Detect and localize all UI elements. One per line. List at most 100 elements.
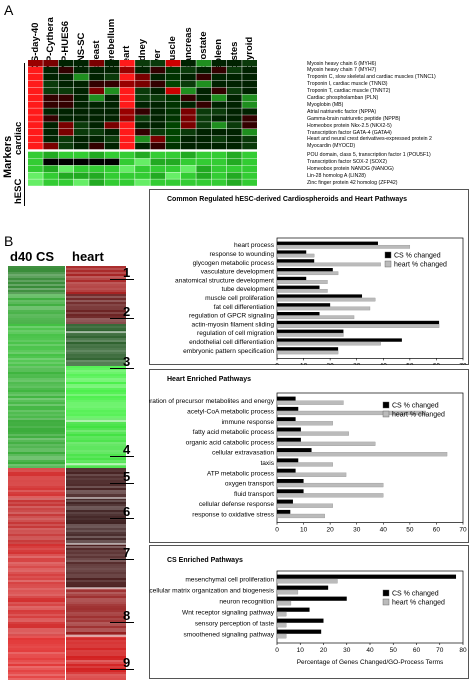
category-label: response to oxidative stress xyxy=(192,512,274,519)
heatmap-cell xyxy=(226,172,242,179)
heatmap-row-heart xyxy=(66,640,126,642)
heatmap-cell xyxy=(104,115,120,122)
heatmap-row-cs xyxy=(8,536,65,538)
marker-label: Gamma-brain natriuretic peptide (NPPB) xyxy=(307,115,401,122)
heatmap-row-cs xyxy=(8,660,65,662)
heatmap-row-cs xyxy=(8,296,65,298)
cluster-underline xyxy=(110,279,134,280)
heatmap-cell xyxy=(226,80,242,88)
x-tick-label: 10 xyxy=(300,362,308,365)
heatmap-cell xyxy=(242,151,257,159)
bar-cs xyxy=(277,437,301,442)
heatmap-row-cs xyxy=(8,488,65,490)
heatmap-cell xyxy=(58,172,74,179)
legend-swatch xyxy=(384,260,392,268)
heatmap-cell xyxy=(135,66,150,74)
heatmap-row-cs xyxy=(8,550,65,552)
heatmap-row-cs xyxy=(8,574,65,576)
heatmap-cell xyxy=(73,80,89,88)
category-label: taxis xyxy=(260,460,274,467)
heatmap-cell xyxy=(58,87,74,95)
heatmap-row-heart xyxy=(66,542,126,544)
category-label: endothelial cell differentiation xyxy=(189,339,274,346)
heatmap-row-heart xyxy=(66,588,126,590)
heatmap-row-cs xyxy=(8,640,65,642)
heatmap-row-cs xyxy=(8,498,65,500)
heatmap-cell xyxy=(28,108,43,115)
heatmap-cell xyxy=(226,142,242,150)
bar-cs xyxy=(277,618,324,623)
heatmap-row-heart xyxy=(66,554,126,556)
heatmap-row-heart xyxy=(66,348,126,350)
heatmap-row-heart xyxy=(66,676,126,678)
heatmap-row-cs xyxy=(8,440,65,442)
heatmap-row-cs xyxy=(8,614,65,616)
heatmap-row-cs xyxy=(8,610,65,612)
heatmap-row-heart xyxy=(66,366,126,368)
heatmap-cell xyxy=(165,172,181,179)
heatmap-cell xyxy=(211,151,227,159)
heatmap-row-cs xyxy=(8,522,65,524)
marker-label: Troponin T, cardiac muscle (TNNT2) xyxy=(307,88,391,95)
heatmap-row-heart xyxy=(66,598,126,600)
heatmap-cell xyxy=(196,73,212,81)
heatmap-cell xyxy=(89,80,104,88)
heatmap-cell xyxy=(226,122,242,129)
heatmap-cell xyxy=(89,129,104,136)
heatmap-row-heart xyxy=(66,324,126,326)
heatmap-row-cs xyxy=(8,622,65,624)
heatmap-row-cs xyxy=(8,396,65,398)
heatmap-row-cs xyxy=(8,406,65,408)
heatmap-cell xyxy=(119,135,135,143)
cluster-label: 4 xyxy=(123,442,131,457)
heatmap-cell xyxy=(89,87,104,95)
heatmap-row-heart xyxy=(66,446,126,448)
bar-heart xyxy=(276,332,344,337)
heatmap-cell xyxy=(58,129,74,136)
heatmap-row-heart xyxy=(66,532,126,534)
heatmap-row-heart xyxy=(66,574,126,576)
heatmap-row-heart xyxy=(66,322,126,324)
bar-heart xyxy=(276,578,338,584)
heatmap-row-heart xyxy=(66,296,126,298)
bar-cs xyxy=(277,427,301,432)
heatmap-cell xyxy=(104,94,120,101)
marker-label: Heart and neural crest derivatives-expre… xyxy=(307,136,432,143)
heatmap-row-cs xyxy=(8,636,65,638)
heatmap-cell xyxy=(89,66,104,74)
heatmap-row-heart xyxy=(66,466,126,468)
heatmap-row-cs xyxy=(8,492,65,494)
heatmap-row-cs xyxy=(8,456,65,458)
heatmap-row-heart xyxy=(66,308,126,310)
heatmap-row-heart xyxy=(66,430,126,432)
heatmap-row-heart xyxy=(66,612,126,614)
heatmap-row-heart xyxy=(66,380,126,382)
heatmap-cell xyxy=(104,142,120,150)
heatmap-cell xyxy=(89,151,104,159)
heatmap-row-cs xyxy=(8,282,65,284)
heatmap-row-heart xyxy=(66,298,126,300)
heatmap-cell xyxy=(58,101,74,108)
heatmap-cell xyxy=(181,115,196,122)
heatmap-row-cs xyxy=(8,496,65,498)
heatmap-cell xyxy=(211,142,227,150)
heatmap-cell xyxy=(28,115,43,122)
heatmap-row-cs xyxy=(8,280,65,282)
heatmap-row-heart xyxy=(66,584,126,586)
heatmap-row-heart xyxy=(66,604,126,606)
heatmap-cell xyxy=(119,172,135,179)
heatmap-row-cs xyxy=(8,486,65,488)
heatmap-row-cs xyxy=(8,578,65,580)
heatmap-row-cs xyxy=(8,380,65,382)
heatmap-row-heart xyxy=(66,444,126,446)
heatmap-cell xyxy=(150,122,166,129)
heatmap-row-heart xyxy=(66,450,126,452)
heatmap-row-heart xyxy=(66,538,126,540)
heatmap-cell xyxy=(196,66,212,74)
bar-heart xyxy=(276,611,287,617)
heatmap-cell xyxy=(242,80,257,88)
panel-d-chart: generation of precursor metabolites and … xyxy=(149,392,467,534)
heatmap-cell xyxy=(181,80,196,88)
heatmap-cell xyxy=(43,165,59,172)
markers-bracket xyxy=(24,63,27,206)
